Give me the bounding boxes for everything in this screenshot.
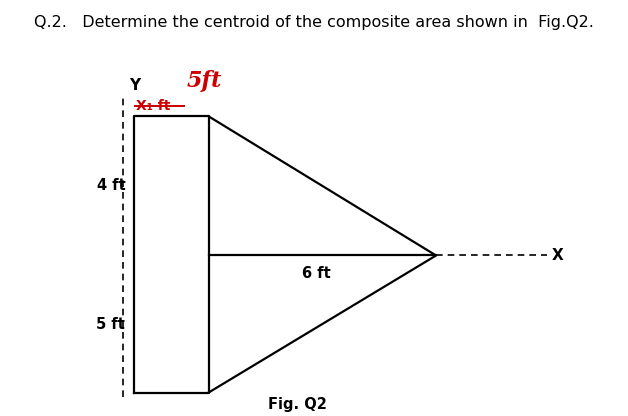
Text: X₁ ft: X₁ ft — [136, 99, 171, 113]
Text: Fig. Q2: Fig. Q2 — [268, 397, 327, 412]
Text: X: X — [551, 248, 563, 263]
Text: Q.2.   Determine the centroid of the composite area shown in  Fig.Q2.: Q.2. Determine the centroid of the compo… — [34, 15, 594, 30]
Text: 5ft: 5ft — [187, 70, 222, 92]
Text: 4 ft: 4 ft — [97, 178, 126, 193]
Text: Y: Y — [129, 79, 141, 94]
Text: 6 ft: 6 ft — [303, 266, 331, 281]
Text: 5 ft: 5 ft — [97, 317, 126, 332]
